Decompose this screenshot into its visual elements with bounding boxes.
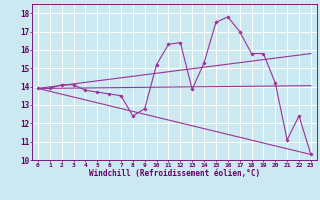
X-axis label: Windchill (Refroidissement éolien,°C): Windchill (Refroidissement éolien,°C) (89, 169, 260, 178)
